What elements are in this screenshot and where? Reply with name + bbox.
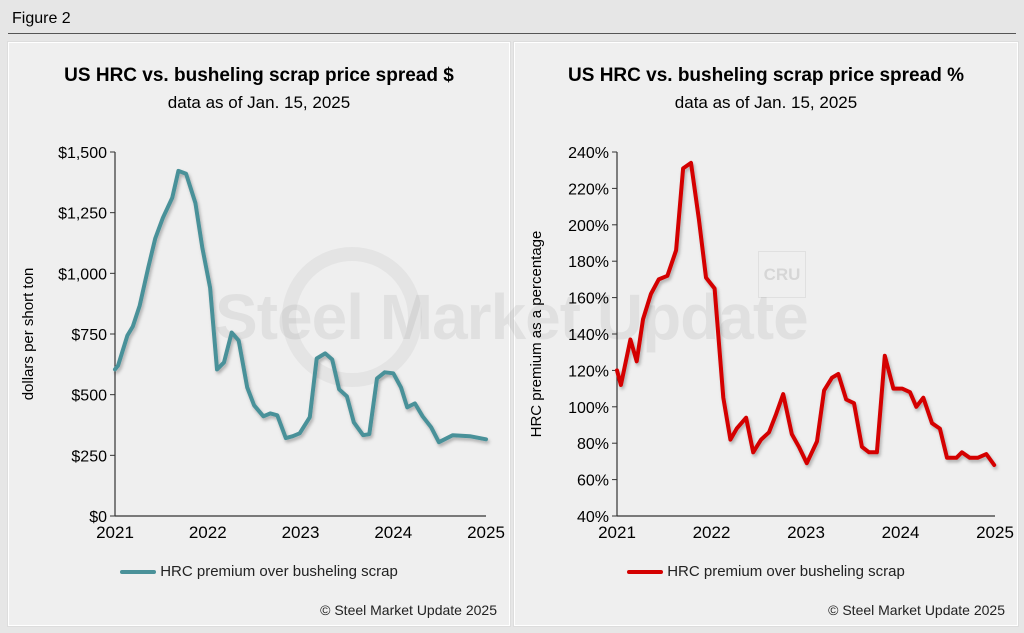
series-line xyxy=(615,160,997,467)
chart-subtitle: data as of Jan. 15, 2025 xyxy=(674,93,858,112)
x-tick-label: 2021 xyxy=(598,523,636,542)
y-tick-label: 100% xyxy=(568,400,609,417)
y-tick-label: $750 xyxy=(71,327,107,344)
y-tick-label: $1,500 xyxy=(58,145,107,162)
legend-label: HRC premium over busheling scrap xyxy=(667,563,905,580)
y-tick-label: $250 xyxy=(71,448,107,465)
y-tick-label: 140% xyxy=(568,327,609,344)
x-tick-label: 2024 xyxy=(882,523,920,542)
y-tick-label: 60% xyxy=(577,473,609,490)
legend-label: HRC premium over busheling scrap xyxy=(160,563,398,580)
y-axis-label: dollars per short ton xyxy=(20,268,37,401)
chart-title: US HRC vs. busheling scrap price spread … xyxy=(568,65,964,86)
cru-logo: CRU xyxy=(758,251,806,298)
figure-title: Figure 2 xyxy=(12,10,71,27)
y-tick-label: 180% xyxy=(568,254,609,271)
legend: HRC premium over busheling scrap xyxy=(9,563,509,580)
y-tick-label: 120% xyxy=(568,363,609,380)
y-tick-label: $0 xyxy=(89,509,107,526)
y-tick-label: 220% xyxy=(568,181,609,198)
x-tick-label: 2022 xyxy=(189,523,227,542)
chart-subtitle: data as of Jan. 15, 2025 xyxy=(167,93,351,112)
series-line xyxy=(113,168,488,445)
legend-swatch xyxy=(627,570,664,575)
x-tick-label: 2025 xyxy=(467,523,505,542)
y-tick-label: $1,250 xyxy=(58,206,107,223)
y-tick-label: 160% xyxy=(568,291,609,308)
watermark: Steel Market Update xyxy=(215,281,809,353)
legend-swatch xyxy=(120,570,157,575)
x-tick-label: 2022 xyxy=(693,523,731,542)
y-tick-label: $500 xyxy=(71,388,107,405)
chart-title: US HRC vs. busheling scrap price spread … xyxy=(64,65,454,86)
chart-panel-dollar: US HRC vs. busheling scrap price spread … xyxy=(8,42,510,626)
y-tick-label: $1,000 xyxy=(58,266,107,283)
y-tick-label: 80% xyxy=(577,436,609,453)
x-tick-label: 2023 xyxy=(282,523,320,542)
chart-panel-percent: US HRC vs. busheling scrap price spread … xyxy=(514,42,1018,626)
x-tick-label: 2024 xyxy=(374,523,412,542)
legend: HRC premium over busheling scrap xyxy=(515,563,1017,580)
copyright: © Steel Market Update 2025 xyxy=(828,602,1005,618)
x-tick-label: 2023 xyxy=(787,523,825,542)
y-tick-label: 200% xyxy=(568,218,609,235)
copyright: © Steel Market Update 2025 xyxy=(320,602,497,618)
x-tick-label: 2025 xyxy=(976,523,1014,542)
y-tick-label: 40% xyxy=(577,509,609,526)
x-tick-label: 2021 xyxy=(96,523,134,542)
title-divider xyxy=(8,33,1016,34)
y-axis-label: HRC premium as a percentage xyxy=(528,231,545,438)
y-tick-label: 240% xyxy=(568,145,609,162)
